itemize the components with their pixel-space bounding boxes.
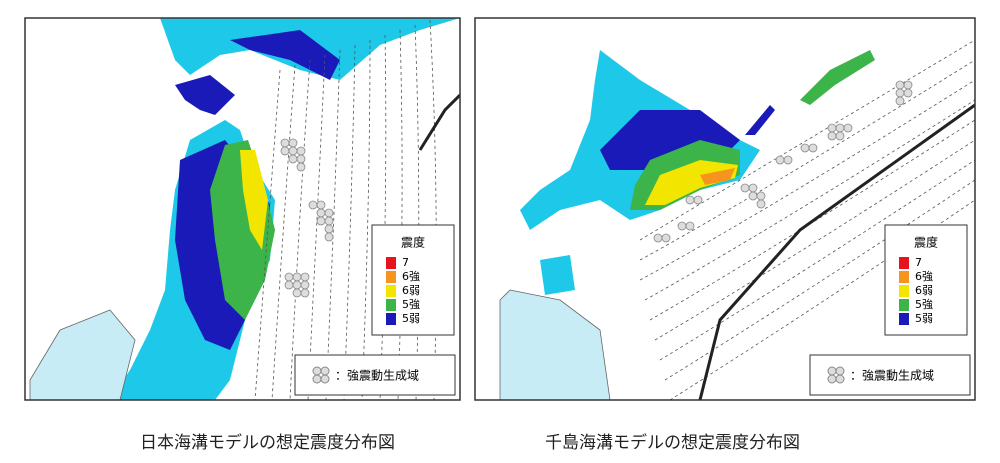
note-dot [835, 366, 845, 376]
legend-swatch [899, 299, 909, 311]
caption: 日本海溝モデルの想定震度分布図 [140, 433, 395, 453]
legend-swatch [386, 299, 396, 311]
legend-label: 6強 [915, 270, 933, 283]
legend-label: 7 [402, 256, 409, 269]
map-right [475, 18, 975, 400]
legend-title: 震度 [914, 235, 938, 250]
note-label: ：強震動生成域 [850, 369, 934, 383]
legend-swatch [899, 271, 909, 283]
note-dot [320, 366, 330, 376]
note-dot [312, 366, 322, 376]
legend-label: 6弱 [402, 284, 420, 297]
note-dot [320, 374, 330, 384]
note-dot [827, 374, 837, 384]
legend-swatch [899, 313, 909, 325]
note-dot [827, 366, 837, 376]
note-label: ：強震動生成域 [335, 369, 419, 383]
legend-swatch [386, 271, 396, 283]
legend-label: 5弱 [915, 312, 933, 325]
note-dot [835, 374, 845, 384]
legend-box [371, 224, 455, 336]
legend-box [884, 224, 968, 336]
note-dot [312, 374, 322, 384]
legend-label: 5強 [915, 298, 933, 311]
caption: 千島海溝モデルの想定震度分布図 [545, 433, 800, 453]
legend-label: 5弱 [402, 312, 420, 325]
legend-label: 7 [915, 256, 922, 269]
note-box [294, 354, 456, 396]
legend-label: 6弱 [915, 284, 933, 297]
legend-swatch [386, 285, 396, 297]
legend-swatch [386, 257, 396, 269]
legend-swatch [899, 257, 909, 269]
legend-label: 6強 [402, 270, 420, 283]
legend-swatch [386, 313, 396, 325]
legend-title: 震度 [401, 235, 425, 250]
map-left [25, 18, 460, 400]
note-box [809, 354, 971, 396]
legend-swatch [899, 285, 909, 297]
legend-label: 5強 [402, 298, 420, 311]
